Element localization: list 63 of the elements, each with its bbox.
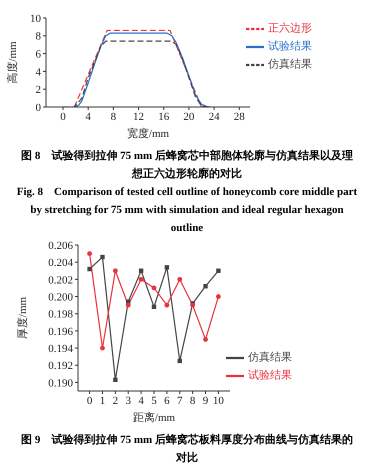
legend-label: 试验结果 xyxy=(268,40,312,53)
point xyxy=(178,358,182,364)
y-tick-label: 6 xyxy=(36,48,42,61)
x-tick-label: 8 xyxy=(110,110,117,123)
x-tick-label: 20 xyxy=(183,110,195,123)
point xyxy=(138,268,144,273)
point xyxy=(164,265,170,270)
x-tick-label: 1 xyxy=(100,394,106,407)
y-tick-label: 0.198 xyxy=(48,308,74,321)
x-axis-title: 距离/mm xyxy=(132,411,176,424)
legend-label: 仿真结果 xyxy=(248,352,292,364)
x-tick-label: 28 xyxy=(234,110,246,123)
point xyxy=(203,337,208,342)
y-tick-label: 2 xyxy=(36,84,41,96)
x-tick-label: 0 xyxy=(86,394,93,407)
point xyxy=(113,378,118,382)
x-axis-title: 宽度/mm xyxy=(126,127,170,140)
point xyxy=(216,268,221,273)
y-tick-label: 0.200 xyxy=(48,291,74,304)
x-tick-label: 5 xyxy=(151,394,158,407)
y-tick-label: 0.196 xyxy=(48,326,74,338)
caption: 图 8 试验得到拉伸 75 mm 后蜂窝芯中部胞体轮廓与仿真结果以及理想正六边形轮廓的对比 xyxy=(20,148,354,182)
y-axis-title: 厚度/mm xyxy=(16,296,29,340)
x-tick-label: 8 xyxy=(190,394,196,407)
legend-label: 试验结果 xyxy=(248,370,292,382)
x-tick-label: 24 xyxy=(208,110,220,123)
x-tick-label: 3 xyxy=(125,394,132,407)
point xyxy=(152,304,156,310)
y-tick-label: 0.206 xyxy=(48,240,74,252)
x-tick-label: 4 xyxy=(85,110,92,123)
x-tick-label: 10 xyxy=(212,394,224,407)
x-tick-label: 6 xyxy=(164,394,170,407)
y-tick-label: 0.190 xyxy=(48,377,74,390)
y-axis-title: 高度/mm xyxy=(6,40,19,84)
point xyxy=(126,302,131,308)
y-tick-label: 0.194 xyxy=(48,342,74,355)
point xyxy=(216,294,221,299)
x-tick-label: 12 xyxy=(133,110,144,123)
caption: Fig. 8 Comparison of tested cell outline of honeycomb core middle part by stretching for 75 mm with simulation and ideal regular hexagon outline xyxy=(16,185,358,236)
point xyxy=(164,302,170,308)
point xyxy=(152,286,156,290)
y-tick-label: 0.202 xyxy=(48,274,73,286)
y-tick-label: 4 xyxy=(36,66,42,78)
x-tick-label: 2 xyxy=(112,394,118,407)
y-tick-label: 0.192 xyxy=(48,360,73,372)
point xyxy=(112,268,118,274)
point xyxy=(87,251,92,256)
y-tick-label: 0.204 xyxy=(48,257,74,270)
y-tick-label: 8 xyxy=(36,30,42,43)
x-tick-label: 9 xyxy=(202,394,209,407)
point xyxy=(177,276,182,282)
point xyxy=(87,266,92,272)
point xyxy=(138,276,144,282)
x-tick-label: 7 xyxy=(177,394,184,407)
point xyxy=(100,346,105,350)
x-tick-label: 4 xyxy=(138,394,144,407)
caption: 图 9 试验得到拉伸 75 mm 后蜂窝芯板料厚度分布曲线与仿真结果的对比 xyxy=(20,432,354,466)
x-tick-label: 16 xyxy=(158,110,170,123)
point xyxy=(203,284,208,288)
y-tick-label: 0 xyxy=(36,102,42,114)
legend-label: 仿真结果 xyxy=(268,58,312,71)
y-tick-label: 10 xyxy=(30,12,42,25)
legend-label: 正六边形 xyxy=(268,22,312,35)
